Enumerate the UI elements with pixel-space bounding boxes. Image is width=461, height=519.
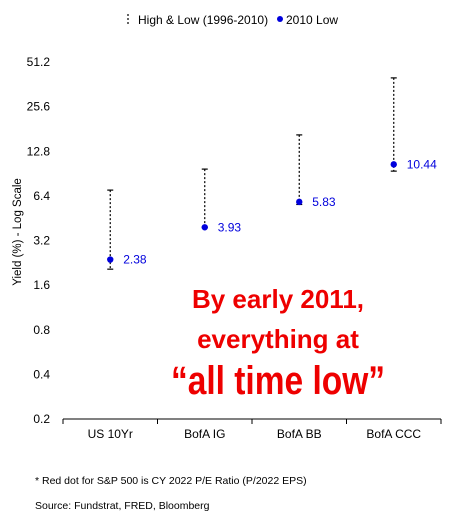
source-note: Source: Fundstrat, FRED, Bloomberg: [35, 500, 210, 512]
annotation-line-2: everything at: [197, 324, 359, 354]
x-tick-label: BofA IG: [184, 427, 225, 441]
low-2010-dot: [201, 224, 208, 231]
footnote: * Red dot for S&P 500 is CY 2022 P/E Rat…: [35, 475, 307, 487]
low-2010-value-label: 2.38: [123, 253, 147, 267]
x-tick-label: US 10Yr: [88, 427, 133, 441]
legend-dot-label: 2010 Low: [286, 13, 338, 27]
y-tick-label: 0.2: [33, 412, 50, 426]
low-2010-value-label: 5.83: [312, 195, 336, 209]
annotation-line-1: By early 2011,: [192, 284, 364, 314]
legend-range-label: High & Low (1996-2010): [138, 13, 268, 27]
low-2010-dot: [390, 161, 397, 168]
data-marks: 2.38 3.93 5.83 10.44: [107, 77, 437, 270]
y-tick-label: 3.2: [33, 234, 50, 248]
annotation-line-3: “all time low”: [171, 359, 385, 403]
x-axis-ticks: US 10Yr BofA IG BofA BB BofA CCC: [62, 419, 442, 441]
y-tick-label: 0.4: [33, 367, 50, 381]
low-2010-value-label: 10.44: [407, 157, 437, 171]
legend: High & Low (1996-2010) 2010 Low: [127, 13, 338, 27]
x-tick-label: BofA CCC: [366, 427, 421, 441]
y-tick-label: 25.6: [27, 100, 51, 114]
y-axis-ticks: 0.2 0.4 0.8 1.6 3.2 6.4 12.8 25.6 51.2: [27, 55, 51, 426]
y-tick-label: 6.4: [33, 189, 50, 203]
y-tick-label: 12.8: [27, 144, 51, 158]
annotation: By early 2011, everything at “all time l…: [171, 284, 385, 403]
y-tick-label: 51.2: [27, 55, 51, 69]
y-axis-label: Yield (%) - Log Scale: [12, 178, 24, 286]
range-chart: High & Low (1996-2010) 2010 Low Yield (%…: [12, 13, 442, 441]
low-2010-dot: [107, 256, 114, 263]
low-2010-value-label: 3.93: [218, 220, 242, 234]
legend-dot-marker: [277, 16, 283, 22]
x-tick-label: BofA BB: [277, 427, 322, 441]
y-tick-label: 0.8: [33, 323, 50, 337]
low-2010-dot: [296, 198, 303, 206]
y-tick-label: 1.6: [33, 278, 50, 292]
